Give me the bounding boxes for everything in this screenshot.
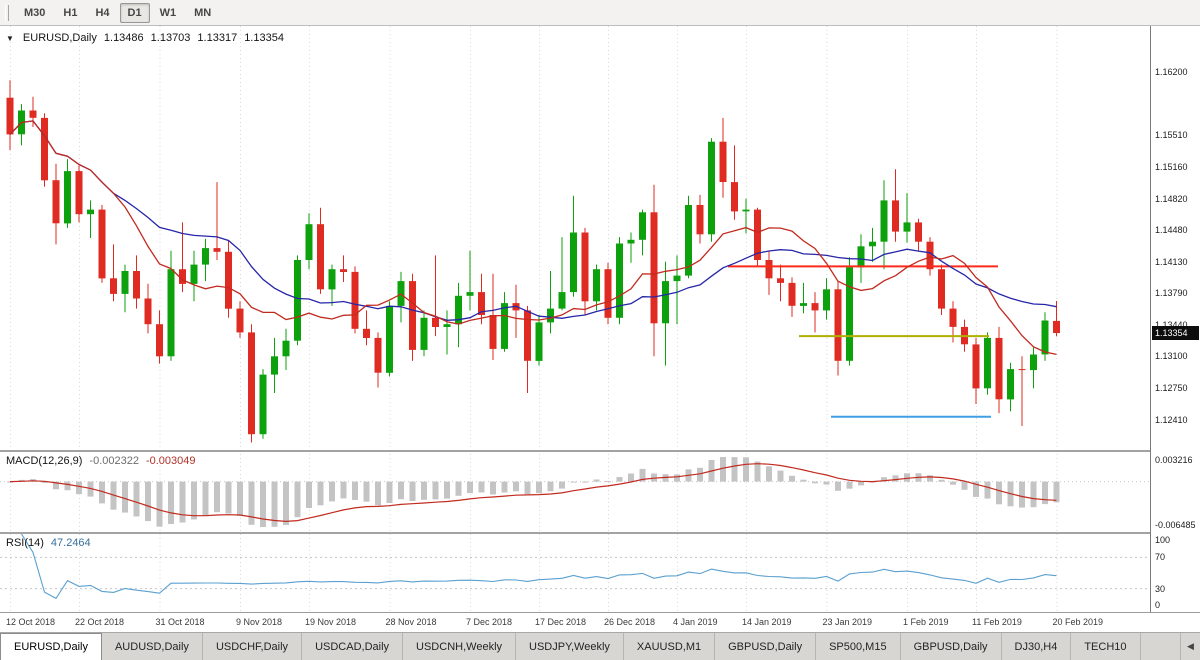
time-axis[interactable]: 12 Oct 2018 22 Oct 2018 31 Oct 2018 9 Nov 2… [0,612,1200,632]
current-price-badge: 1.13354 [1152,326,1199,340]
timeframe-button-mn[interactable]: MN [194,6,212,19]
date-axis-label: 7 Dec 2018 [466,617,513,627]
panel-separator-main-macd[interactable] [0,450,1200,452]
macd-indicator-header: MACD(12,26,9) -0.002322 -0.003049 [6,455,196,468]
ohlc-low-value: 1.13317 [197,32,238,44]
price-axis-label: 1.12750 [1155,383,1188,394]
rsi-label: RSI(14) [6,537,44,549]
timeframe-button-h4[interactable]: H4 [95,6,110,19]
macd-main-value: -0.002322 [89,455,139,467]
rsi-axis-label: 30 [1155,583,1166,594]
macd-axis-min-label: -0.006485 [1155,520,1196,530]
rsi-axis-label: 100 [1155,535,1171,545]
rsi-axis-label: 70 [1155,552,1166,563]
ohlc-close-value: 1.13354 [244,32,284,44]
chart-tab-5[interactable]: USDJPY,Weekly [516,633,624,660]
timeframe-button-d1[interactable]: D1 [119,2,150,23]
chart-tab-0[interactable]: EURUSD,Daily [0,633,102,660]
timeframe-toolbar: M30 H1 H4 D1 W1 MN [0,0,1200,26]
price-axis-label: 1.14130 [1155,256,1188,267]
tab-scroll-left-icon[interactable]: ◀ [1180,633,1200,660]
price-axis-label: 1.16200 [1155,67,1188,78]
price-axis-label: 1.13100 [1155,351,1188,362]
date-axis-label: 28 Nov 2018 [385,617,437,627]
date-axis-label: 4 Jan 2019 [673,617,718,627]
chart-tab-bar: EURUSD,Daily AUDUSD,Daily USDCHF,Daily USDC… [0,632,1200,660]
rsi-indicator-header: RSI(14) 47.2464 [6,537,91,550]
date-axis-label: 20 Feb 2019 [1052,617,1104,627]
date-axis-label: 19 Nov 2018 [305,617,357,627]
chart-tab-7[interactable]: GBPUSD,Daily [715,633,817,660]
chart-tab-list: EURUSD,Daily AUDUSD,Daily USDCHF,Daily USDC… [0,633,1180,660]
date-axis-label: 23 Jan 2019 [822,617,873,627]
price-axis-label: 1.14820 [1155,193,1188,204]
price-axis-label: 1.13440 [1155,320,1188,330]
macd-signal-value: -0.003049 [145,455,196,467]
chart-tab-8[interactable]: SP500,M15 [816,633,901,660]
macd-label: MACD(12,26,9) [6,455,83,467]
date-axis-label: 9 Nov 2018 [236,617,283,627]
rsi-value: 47.2464 [50,537,91,549]
date-axis-label: 17 Dec 2018 [535,617,587,627]
candlestick-chart-canvas[interactable] [0,26,1150,612]
ohlc-open-value: 1.13486 [103,32,144,44]
macd-axis-max-label: 0.003216 [1155,455,1193,465]
price-axis-label: 1.13790 [1155,288,1188,299]
chart-tab-3[interactable]: USDCAD,Daily [302,633,404,660]
date-axis-label: 26 Dec 2018 [604,617,656,627]
price-axis-label: 1.14480 [1155,224,1188,235]
date-axis-label: 22 Oct 2018 [75,617,125,627]
timeframe-button-m30[interactable]: M30 [24,6,46,19]
chart-window: ▼ EURUSD,Daily 1.13486 1.13703 1.13317 1… [0,26,1200,612]
chart-symbol-label: EURUSD,Daily [22,32,97,44]
ohlc-high-value: 1.13703 [150,32,191,44]
date-axis-label: 11 Feb 2019 [972,617,1022,627]
date-axis-label: 1 Feb 2019 [903,617,949,627]
toolbar-grip-icon[interactable] [5,4,9,21]
date-axis-label: 14 Jan 2019 [742,617,792,627]
timeframe-button-group: M30 H1 H4 D1 W1 MN [16,2,221,23]
chart-tab-6[interactable]: XAUUSD,M1 [624,633,716,660]
timeframe-button-w1[interactable]: W1 [159,6,177,19]
symbol-ohlc-header: ▼ EURUSD,Daily 1.13486 1.13703 1.13317 1… [6,32,284,45]
date-axis-label: 31 Oct 2018 [155,617,205,627]
chart-tab-1[interactable]: AUDUSD,Daily [102,633,203,660]
date-axis-label: 12 Oct 2018 [6,617,56,627]
rsi-axis-label: 0 [1155,600,1161,610]
chart-tab-10[interactable]: DJ30,H4 [1002,633,1072,660]
chart-tab-11[interactable]: TECH10 [1071,633,1141,660]
price-axis-label: 1.15510 [1155,130,1188,141]
panel-separator-macd-rsi[interactable] [0,532,1200,534]
price-axis-label: 1.15160 [1155,162,1188,173]
price-axis-label: 1.12410 [1155,414,1188,425]
chart-expand-icon[interactable]: ▼ [6,34,14,43]
chart-tab-2[interactable]: USDCHF,Daily [203,633,303,660]
price-axis[interactable]: 1.13354 1.16200 1.15510 1.15160 1.14820 1.14… [1150,26,1200,612]
timeframe-button-h1[interactable]: H1 [63,6,78,19]
chart-tab-4[interactable]: USDCNH,Weekly [403,633,517,660]
chart-tab-9[interactable]: GBPUSD,Daily [901,633,1002,660]
